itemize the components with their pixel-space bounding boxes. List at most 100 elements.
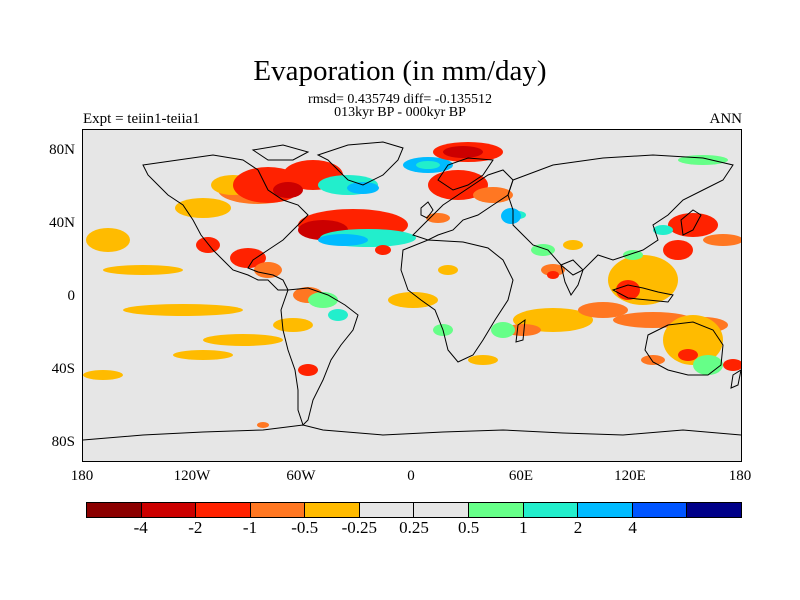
anomaly-patch: [468, 355, 498, 365]
colorbar-box: [250, 503, 306, 517]
colorbar-label: -0.25: [341, 518, 378, 537]
anomaly-patch: [375, 245, 391, 255]
y-tick-label: 80S: [51, 434, 75, 450]
x-tick-label: 60E: [508, 468, 534, 484]
anomaly-patch: [328, 309, 348, 321]
colorbar-box: [578, 503, 633, 517]
anomaly-patch: [531, 244, 555, 256]
anomaly-patch: [257, 422, 269, 428]
anomaly-patch: [175, 198, 231, 218]
colorbar-label: 0.25: [399, 518, 429, 537]
coastline-arctic-islands: [251, 144, 310, 161]
experiment-label: Expt = teiin1-teiia1: [83, 111, 200, 127]
coastline-greenland: [316, 141, 404, 186]
anomaly-patch: [416, 161, 440, 169]
colorbar-box: [87, 503, 142, 517]
colorbar-label: -1: [242, 518, 258, 537]
map-canvas: [83, 141, 741, 441]
anomaly-patch: [123, 304, 243, 316]
anomaly-patch: [723, 359, 741, 371]
anomaly-patch: [347, 182, 379, 194]
y-tick-label: 80N: [49, 142, 75, 158]
season-label: ANN: [709, 111, 743, 127]
coastline-scandinavia: [437, 157, 494, 191]
colorbar-box: [469, 503, 524, 517]
anomaly-patch: [608, 255, 678, 305]
colorbar-label: 1: [519, 518, 528, 537]
colorbar-label: 2: [573, 518, 583, 537]
coastline-asia: [507, 154, 734, 276]
colorbar-box: [523, 503, 579, 517]
stats-line-period: 013kyr BP - 000kyr BP: [334, 105, 466, 120]
x-tick-label: 120W: [173, 468, 211, 484]
anomaly-patch: [308, 292, 338, 308]
colorbar-box: [359, 503, 415, 517]
anomaly-patch: [173, 350, 233, 360]
colorbar-box: [196, 503, 251, 517]
colorbar-label: -2: [188, 518, 203, 537]
anomaly-patch: [438, 265, 458, 275]
anomaly-patch: [693, 355, 723, 375]
coastline-indonesia: [611, 284, 674, 303]
anomaly-patch: [623, 250, 643, 260]
stats-block: rmsd= 0.435749 diff= -0.135512 013kyr BP…: [0, 92, 800, 120]
anomaly-patch: [663, 240, 693, 260]
anomaly-patch: [541, 264, 565, 276]
anomaly-patch: [254, 262, 282, 278]
anomaly-patch: [388, 292, 438, 308]
colorbar-label: 4: [628, 518, 637, 537]
coastline-india: [560, 259, 584, 296]
y-tick-label: 40S: [51, 361, 75, 377]
anomaly-patch: [86, 228, 130, 252]
anomaly-patch: [83, 370, 123, 380]
anomaly-patch: [298, 364, 318, 376]
colorbar-box: [687, 503, 741, 517]
anomaly-patch: [273, 318, 313, 332]
anomaly-patch: [230, 248, 266, 268]
coastline-south-america: [280, 287, 359, 426]
anomaly-patch: [578, 302, 628, 318]
coastline-north-america: [142, 154, 309, 291]
colorbar-box: [414, 503, 470, 517]
stats-line-rmsd: rmsd= 0.435749 diff= -0.135512: [308, 92, 492, 107]
coastline-madagascar: [515, 318, 526, 343]
anomaly-patch: [641, 355, 665, 365]
x-tick-label: 120E: [614, 468, 646, 484]
anomaly-patch: [653, 225, 673, 235]
anomaly-patch: [668, 213, 718, 237]
anomaly-patch: [678, 349, 698, 361]
anomaly-patch: [203, 334, 283, 346]
colorbar-label: -4: [133, 518, 148, 537]
y-tick-label: 0: [67, 288, 76, 304]
anomaly-patch: [318, 234, 368, 246]
x-tick-label: 180: [728, 468, 752, 484]
coastline-africa: [400, 239, 514, 363]
coastline-antarctica: [83, 424, 741, 441]
anomaly-patch: [428, 170, 488, 200]
colorbar-box: [305, 503, 360, 517]
evaporation-map: [82, 129, 742, 462]
anomaly-patch: [196, 237, 220, 253]
anomaly-patch: [547, 271, 559, 279]
anomaly-patch: [563, 240, 583, 250]
y-tick-label: 40N: [49, 215, 75, 231]
x-tick-label: 180: [70, 468, 94, 484]
colorbar-label: 0.5: [458, 518, 480, 537]
anomaly-patch: [273, 182, 303, 198]
anomaly-patch: [703, 234, 741, 246]
colorbar-box: [141, 503, 197, 517]
colorbar-box: [632, 503, 688, 517]
coastline-britain: [420, 201, 434, 219]
plot-title: Evaporation (in mm/day): [253, 55, 547, 87]
anomaly-patch: [501, 208, 521, 224]
anomaly-patch: [491, 322, 515, 338]
coastline-australia: [644, 321, 724, 376]
colorbar: [86, 502, 742, 518]
coastline-japan: [680, 209, 702, 236]
anomaly-patches: [83, 142, 741, 428]
anomaly-patch: [443, 146, 483, 158]
x-tick-label: 60W: [286, 468, 316, 484]
x-tick-label: 0: [407, 468, 415, 484]
anomaly-patch: [103, 265, 183, 275]
coastline-new-zealand: [730, 369, 741, 389]
